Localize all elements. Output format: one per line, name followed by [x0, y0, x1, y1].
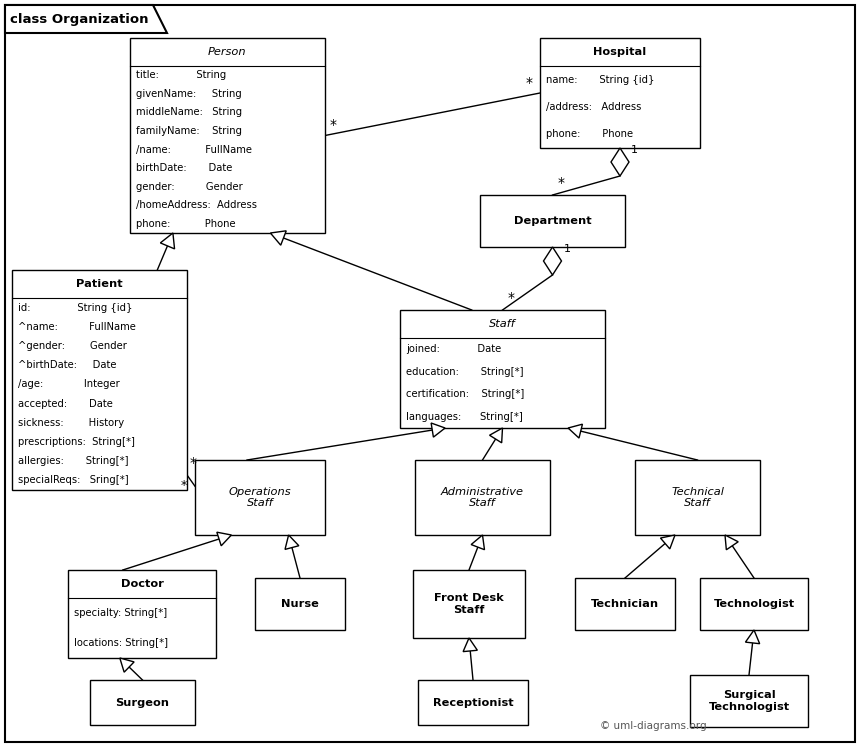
Text: ^birthDate:     Date: ^birthDate: Date	[18, 360, 116, 371]
Text: /homeAddress:  Address: /homeAddress: Address	[136, 200, 257, 210]
Text: gender:          Gender: gender: Gender	[136, 182, 243, 192]
Polygon shape	[660, 535, 675, 549]
Text: /age:             Integer: /age: Integer	[18, 379, 120, 389]
Bar	[415, 460, 550, 535]
Bar	[690, 675, 808, 727]
Bar	[700, 578, 808, 630]
Bar	[12, 270, 187, 490]
Text: /address:   Address: /address: Address	[546, 102, 642, 112]
Text: Front Desk
Staff: Front Desk Staff	[434, 593, 504, 615]
Polygon shape	[5, 5, 167, 33]
Text: title:            String: title: String	[136, 70, 226, 80]
Text: class Organization: class Organization	[9, 13, 148, 25]
Text: name:       String {id}: name: String {id}	[546, 75, 654, 84]
Text: birthDate:       Date: birthDate: Date	[136, 163, 232, 173]
Text: specialReqs:   Sring[*]: specialReqs: Sring[*]	[18, 475, 129, 486]
Bar	[575, 578, 675, 630]
Text: *: *	[190, 456, 197, 470]
Text: certification:    String[*]: certification: String[*]	[406, 389, 525, 399]
Polygon shape	[471, 535, 484, 550]
Text: Nurse: Nurse	[281, 599, 319, 609]
Text: ^gender:        Gender: ^gender: Gender	[18, 341, 127, 351]
Text: Department: Department	[513, 216, 592, 226]
Text: Hospital: Hospital	[593, 47, 647, 57]
Text: /name:           FullName: /name: FullName	[136, 144, 252, 155]
Text: familyName:    String: familyName: String	[136, 126, 242, 136]
Polygon shape	[568, 424, 582, 438]
Bar	[195, 460, 325, 535]
Text: Technical
Staff: Technical Staff	[671, 487, 724, 508]
Bar	[255, 578, 345, 630]
Bar	[400, 310, 605, 428]
Text: prescriptions:  String[*]: prescriptions: String[*]	[18, 437, 135, 447]
Bar	[418, 680, 528, 725]
Polygon shape	[464, 638, 477, 651]
Bar	[540, 38, 700, 148]
Text: id:               String {id}: id: String {id}	[18, 303, 132, 312]
Text: Surgical
Technologist: Surgical Technologist	[709, 690, 789, 712]
Polygon shape	[217, 532, 231, 546]
Bar	[635, 460, 760, 535]
Bar	[68, 570, 216, 658]
Text: phone:       Phone: phone: Phone	[546, 129, 633, 140]
Text: Surgeon: Surgeon	[115, 698, 169, 707]
Polygon shape	[611, 148, 629, 176]
Text: Operations
Staff: Operations Staff	[229, 487, 292, 508]
Text: Staff: Staff	[489, 319, 516, 329]
Text: Technologist: Technologist	[714, 599, 795, 609]
Text: specialty: String[*]: specialty: String[*]	[74, 608, 167, 618]
Text: *: *	[507, 291, 514, 305]
Text: Person: Person	[208, 47, 247, 57]
Text: 1: 1	[631, 145, 638, 155]
Text: sickness:        History: sickness: History	[18, 418, 124, 428]
Polygon shape	[431, 423, 445, 437]
Text: accepted:       Date: accepted: Date	[18, 399, 113, 409]
Text: Doctor: Doctor	[120, 579, 163, 589]
Bar	[413, 570, 525, 638]
Bar	[90, 680, 195, 725]
Text: joined:            Date: joined: Date	[406, 344, 501, 354]
Polygon shape	[746, 630, 759, 644]
Polygon shape	[120, 658, 134, 672]
Text: Administrative
Staff: Administrative Staff	[441, 487, 524, 508]
Text: Receptionist: Receptionist	[433, 698, 513, 707]
Polygon shape	[725, 535, 738, 550]
Polygon shape	[160, 233, 175, 249]
Text: ^name:          FullName: ^name: FullName	[18, 322, 136, 332]
Bar	[130, 38, 325, 233]
Text: Patient: Patient	[77, 279, 123, 289]
Text: *: *	[526, 76, 533, 90]
Polygon shape	[544, 247, 562, 275]
Polygon shape	[285, 535, 298, 549]
Polygon shape	[489, 428, 502, 443]
Text: locations: String[*]: locations: String[*]	[74, 638, 168, 648]
Polygon shape	[270, 231, 286, 245]
Text: *: *	[557, 176, 564, 190]
Bar	[480, 195, 625, 247]
Text: Technician: Technician	[591, 599, 659, 609]
Text: middleName:   String: middleName: String	[136, 108, 243, 117]
Text: allergies:       String[*]: allergies: String[*]	[18, 456, 128, 466]
Text: givenName:     String: givenName: String	[136, 89, 242, 99]
Text: education:       String[*]: education: String[*]	[406, 367, 524, 376]
Text: phone:           Phone: phone: Phone	[136, 219, 236, 229]
Text: 1: 1	[563, 244, 570, 254]
Text: languages:      String[*]: languages: String[*]	[406, 412, 523, 422]
Text: *: *	[181, 480, 187, 492]
Text: © uml-diagrams.org: © uml-diagrams.org	[600, 721, 707, 731]
Text: *: *	[330, 119, 337, 132]
